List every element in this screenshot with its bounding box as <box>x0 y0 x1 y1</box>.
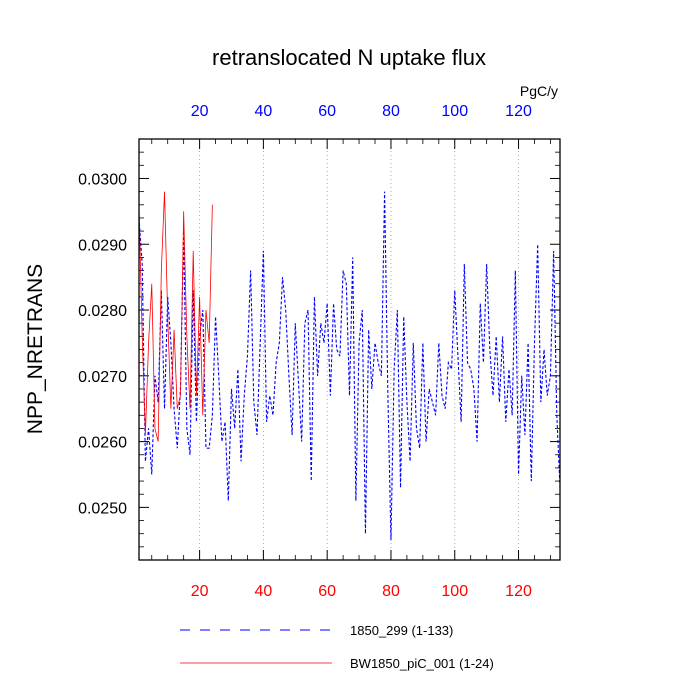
plot-frame <box>138 138 561 561</box>
legend-label-bw1850: BW1850_piC_001 (1-24) <box>350 656 494 671</box>
x-tick-label-bottom: 40 <box>254 583 272 600</box>
tick-labels: 20 20 40 40 60 60 80 80 100 100 120 120 0.0250 0.0260… <box>78 103 532 600</box>
y-axis-label: NPP_NRETRANS <box>24 264 47 434</box>
x-tick-label-top: 60 <box>318 103 336 120</box>
chart-title: retranslocated N uptake flux <box>212 45 486 70</box>
x-tick-label-bottom: 80 <box>382 583 400 600</box>
x-tick-label-bottom: 20 <box>191 583 209 600</box>
y-tick-label: 0.0260 <box>78 435 127 452</box>
x-tick-label-top: 120 <box>505 103 532 120</box>
series-line-1850-299 <box>138 191 561 541</box>
y-tick-label: 0.0250 <box>78 500 127 517</box>
y-tick-label: 0.0290 <box>78 237 127 254</box>
x-tick-label-bottom: 60 <box>318 583 336 600</box>
series-line-bw1850-pic-001 <box>138 191 213 442</box>
legend-label-1850-299: 1850_299 (1-133) <box>350 623 453 638</box>
y-tick-label: 0.0270 <box>78 369 127 386</box>
x-tick-label-top: 40 <box>254 103 272 120</box>
series-lines <box>138 191 561 541</box>
legend: 1850_299 (1-133) BW1850_piC_001 (1-24) <box>180 623 494 671</box>
x-tick-label-bottom: 100 <box>441 583 468 600</box>
y-tick-label: 0.0300 <box>78 171 127 188</box>
x-tick-label-top: 80 <box>382 103 400 120</box>
x-tick-label-bottom: 120 <box>505 583 532 600</box>
y-tick-label: 0.0280 <box>78 303 127 320</box>
x-tick-label-top: 20 <box>191 103 209 120</box>
x-tick-label-top: 100 <box>441 103 468 120</box>
units-label: PgC/y <box>520 83 558 99</box>
